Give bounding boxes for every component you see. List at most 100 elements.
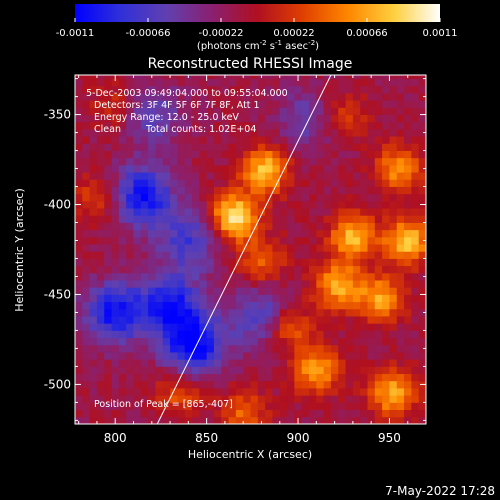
heatmap-cell bbox=[126, 409, 134, 418]
heatmap-cell bbox=[170, 272, 178, 281]
heatmap-cell bbox=[133, 186, 142, 195]
heatmap-cell bbox=[184, 100, 193, 108]
heatmap-cell bbox=[367, 265, 376, 274]
heatmap-cell bbox=[75, 330, 83, 339]
heatmap-cell bbox=[411, 215, 420, 223]
heatmap-cell bbox=[89, 251, 98, 259]
heatmap-cell bbox=[265, 222, 273, 231]
heatmap-cell bbox=[287, 222, 295, 231]
heatmap-cell bbox=[221, 359, 229, 367]
heatmap-cell bbox=[309, 330, 317, 339]
heatmap-cell bbox=[265, 128, 273, 137]
heatmap-cell bbox=[140, 301, 149, 310]
heatmap-cell bbox=[338, 114, 346, 123]
heatmap-cell bbox=[374, 359, 383, 367]
heatmap-cell bbox=[352, 128, 361, 137]
heatmap-cell bbox=[133, 344, 142, 353]
heatmap-cell bbox=[330, 416, 339, 424]
heatmap-cell bbox=[411, 316, 420, 324]
heatmap-cell bbox=[199, 157, 208, 166]
heatmap-cell bbox=[96, 121, 105, 130]
heatmap-cell bbox=[316, 121, 325, 130]
heatmap-cell bbox=[126, 92, 134, 101]
heatmap-cell bbox=[140, 402, 149, 411]
heatmap-cell bbox=[170, 100, 178, 108]
heatmap-cell bbox=[257, 128, 266, 137]
heatmap-cell bbox=[330, 395, 339, 403]
heatmap-cell bbox=[170, 78, 178, 87]
heatmap-cell bbox=[323, 186, 332, 195]
heatmap-cell bbox=[404, 308, 412, 317]
heatmap-cell bbox=[279, 157, 288, 166]
heatmap-cell bbox=[360, 215, 368, 223]
heatmap-cell bbox=[96, 78, 105, 87]
heatmap-cell bbox=[184, 215, 193, 223]
heatmap-cell bbox=[279, 373, 288, 382]
heatmap-cell bbox=[257, 92, 266, 101]
heatmap-cell bbox=[213, 85, 222, 94]
heatmap-cell bbox=[104, 395, 112, 403]
heatmap-cell bbox=[404, 236, 412, 245]
heatmap-cell bbox=[228, 92, 237, 101]
heatmap-cell bbox=[345, 208, 354, 216]
heatmap-cell bbox=[75, 272, 83, 281]
heatmap-cell bbox=[272, 388, 281, 396]
heatmap-cell bbox=[177, 121, 186, 130]
heatmap-cell bbox=[155, 402, 164, 411]
heatmap-cell bbox=[177, 272, 186, 281]
heatmap-cell bbox=[104, 193, 112, 202]
heatmap-cell bbox=[257, 136, 266, 144]
heatmap-cell bbox=[301, 208, 310, 216]
heatmap-cell bbox=[111, 172, 120, 180]
heatmap-cell bbox=[279, 92, 288, 101]
heatmap-cell bbox=[192, 265, 200, 274]
heatmap-cell bbox=[199, 409, 208, 418]
heatmap-cell bbox=[360, 172, 368, 180]
heatmap-cell bbox=[250, 366, 259, 375]
heatmap-cell bbox=[323, 100, 332, 108]
y-tick-label: -450 bbox=[44, 287, 71, 301]
heatmap-cell bbox=[221, 78, 229, 87]
heatmap-cell bbox=[389, 229, 398, 238]
heatmap-cell bbox=[330, 143, 339, 151]
heatmap-cell bbox=[206, 150, 215, 159]
heatmap-cell bbox=[75, 416, 83, 424]
heatmap-cell bbox=[411, 200, 420, 209]
heatmap-cell bbox=[411, 294, 420, 303]
heatmap-cell bbox=[330, 200, 339, 209]
heatmap-cell bbox=[177, 236, 186, 245]
heatmap-cell bbox=[323, 193, 332, 202]
heatmap-cell bbox=[148, 395, 156, 403]
heatmap-cell bbox=[148, 150, 156, 159]
heatmap-cell bbox=[309, 121, 317, 130]
heatmap-cell bbox=[148, 236, 156, 245]
heatmap-cell bbox=[309, 380, 317, 389]
heatmap-cell bbox=[192, 272, 200, 281]
heatmap-cell bbox=[301, 193, 310, 202]
heatmap-cell bbox=[316, 330, 325, 339]
heatmap-cell bbox=[257, 172, 266, 180]
heatmap-cell bbox=[118, 229, 127, 238]
heatmap-cell bbox=[396, 316, 405, 324]
heatmap-cell bbox=[170, 143, 178, 151]
heatmap-cell bbox=[96, 280, 105, 288]
heatmap-cell bbox=[140, 200, 149, 209]
heatmap-cell bbox=[170, 316, 178, 324]
heatmap-cell bbox=[192, 143, 200, 151]
heatmap-cell bbox=[148, 200, 156, 209]
heatmap-cell bbox=[323, 157, 332, 166]
heatmap-cell bbox=[133, 308, 142, 317]
heatmap-cell bbox=[89, 179, 98, 187]
heatmap-cell bbox=[228, 308, 237, 317]
heatmap-cell bbox=[396, 100, 405, 108]
heatmap-cell bbox=[177, 143, 186, 151]
heatmap-cell bbox=[170, 344, 178, 353]
heatmap-cell bbox=[221, 409, 229, 418]
heatmap-cell bbox=[228, 388, 237, 396]
heatmap-cell bbox=[96, 114, 105, 123]
heatmap-cell bbox=[148, 330, 156, 339]
heatmap-cell bbox=[316, 308, 325, 317]
heatmap-cell bbox=[199, 294, 208, 303]
heatmap-cell bbox=[316, 157, 325, 166]
heatmap-cell bbox=[352, 136, 361, 144]
